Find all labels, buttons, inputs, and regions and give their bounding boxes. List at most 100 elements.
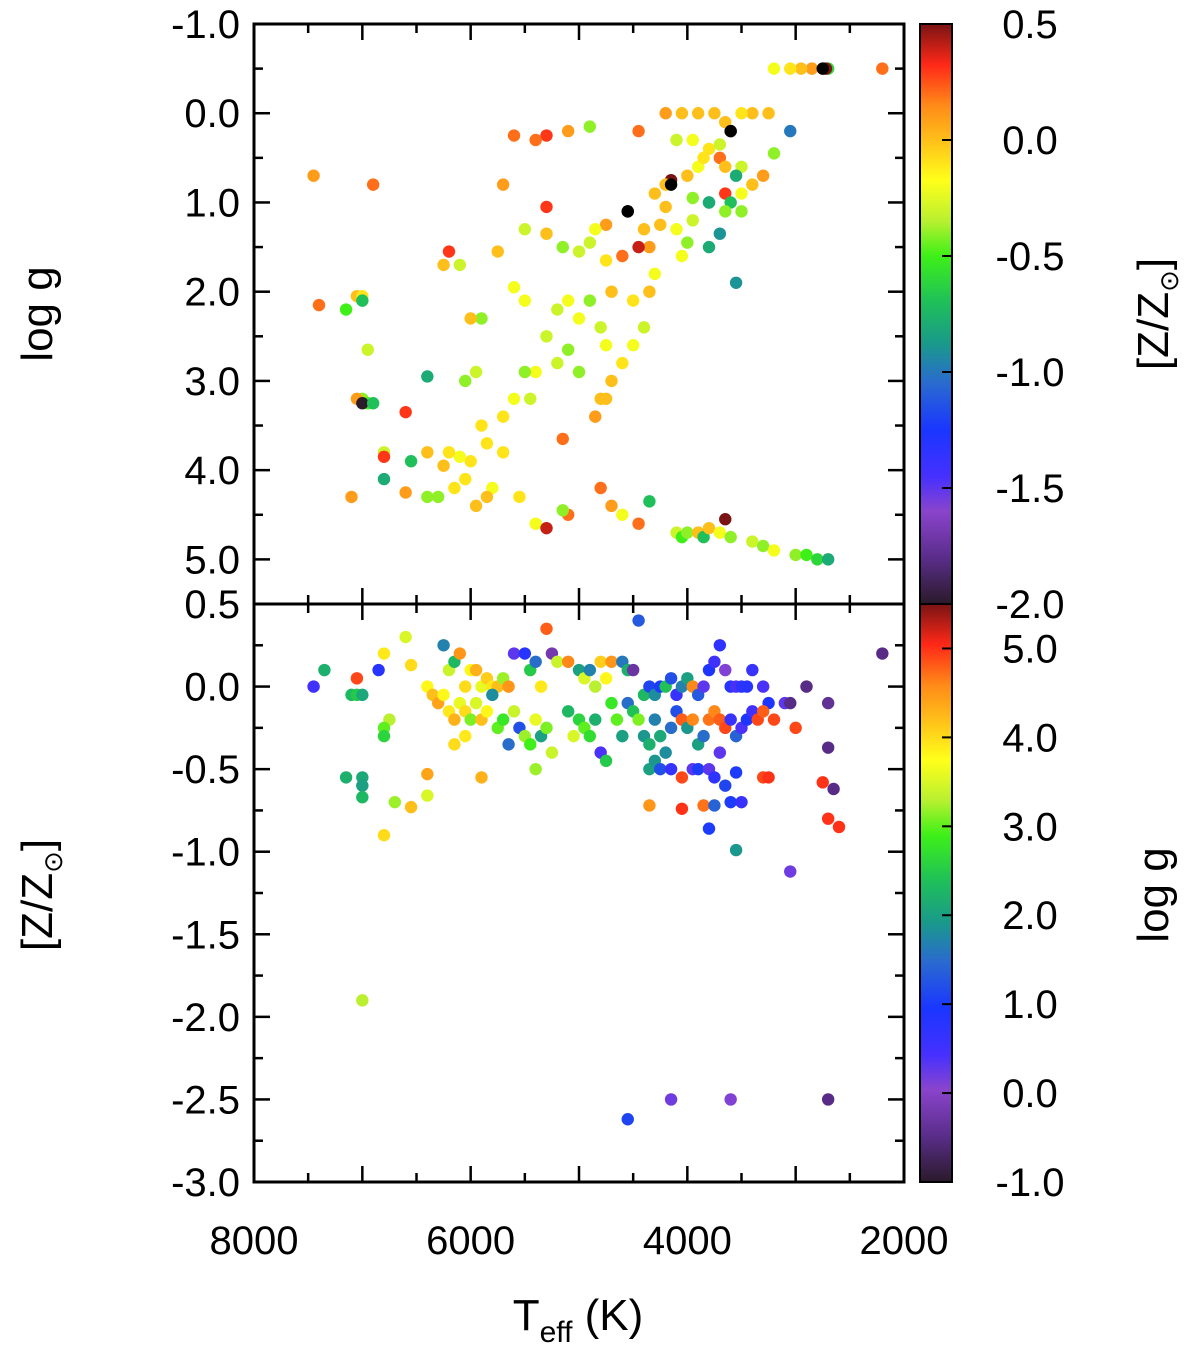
top-point-168 [686, 191, 699, 205]
top-point-21 [735, 160, 748, 173]
top-point-55 [729, 276, 743, 289]
top-y-tick-label-0: -1.0 [171, 3, 240, 47]
top-point-97 [459, 374, 472, 388]
bottom-point-98 [713, 639, 727, 652]
top-point-0 [876, 62, 889, 75]
top-point-9 [746, 107, 759, 120]
bottom-y-tick-label-0: 0.5 [184, 583, 240, 627]
bottom-colorbar-title: log g [1129, 847, 1178, 942]
top-point-128 [697, 530, 710, 544]
bottom-point-26 [453, 647, 467, 660]
top-point-48 [599, 254, 613, 267]
top-y-tick-label-1: 0.0 [184, 92, 240, 136]
x-tick-label-2: 4000 [643, 1219, 732, 1263]
top-point-72 [507, 129, 521, 142]
bottom-point-120 [605, 696, 618, 710]
top-point-132 [724, 530, 737, 544]
top-point-43 [637, 223, 651, 236]
top-y-tick-label-4: 3.0 [184, 360, 240, 404]
top-point-117 [556, 432, 569, 446]
top-point-69 [599, 339, 613, 352]
top-point-142 [312, 298, 326, 312]
bottom-point-111 [876, 647, 889, 660]
top-point-122 [632, 517, 645, 530]
bottom-point-89 [664, 672, 678, 685]
bottom-y-tick-label-2: -0.5 [171, 748, 240, 792]
bottom-point-27 [459, 680, 472, 693]
top-point-54 [518, 223, 532, 236]
bottom-colorbar-tick-label-0: 5.0 [1002, 627, 1058, 671]
top-point-27 [691, 160, 705, 173]
bottom-point-51 [464, 713, 477, 726]
top-point-76 [583, 120, 597, 133]
top-point-161 [421, 490, 434, 504]
top-panel: -1.0 0.0 1.0 2.0 3.0 4.0 5.0 [171, 3, 906, 606]
top-point-152 [366, 397, 380, 410]
top-point-89 [561, 343, 575, 356]
top-point-22 [735, 187, 748, 200]
bottom-point-70 [529, 762, 542, 776]
bottom-point-79 [605, 655, 618, 668]
x-tick-label-1: 6000 [426, 1219, 515, 1263]
bottom-point-23 [437, 639, 450, 652]
top-point-85 [475, 312, 488, 325]
bottom-point-95 [697, 680, 710, 693]
bottom-point-112 [561, 705, 575, 718]
top-y-tick-label-3: 2.0 [184, 271, 240, 315]
top-point-74 [529, 133, 542, 147]
top-point-104 [421, 446, 434, 459]
bottom-point-182 [821, 1093, 835, 1106]
top-point-123 [643, 495, 656, 508]
top-point-58 [626, 294, 640, 307]
top-point-28 [681, 169, 694, 182]
top-point-154 [421, 370, 434, 383]
top-y-tick-label-6: 5.0 [184, 538, 240, 582]
x-axis-title-unit: (K) [572, 1291, 643, 1340]
bottom-colorbar-tick-label-6: -1.0 [996, 1161, 1065, 1205]
top-point-157 [404, 455, 418, 468]
top-colorbar-tick-label-0: 0.5 [1002, 3, 1058, 47]
bottom-point-168 [675, 802, 689, 815]
top-point-34 [713, 227, 727, 240]
bottom-point-171 [708, 799, 721, 812]
top-point-151 [356, 397, 369, 410]
top-point-26 [702, 142, 716, 156]
bottom-point-137 [697, 729, 710, 743]
bottom-point-12 [377, 729, 391, 743]
top-point-5 [784, 62, 797, 75]
bottom-point-97 [708, 655, 721, 668]
bottom-point-170 [702, 822, 716, 835]
top-point-65 [637, 321, 651, 334]
bottom-colorbar-tick-label-4: 1.0 [1002, 983, 1058, 1027]
x-axis-title: Teff (K) [513, 1291, 644, 1349]
bottom-point-58 [502, 738, 515, 751]
top-point-15 [675, 107, 689, 120]
top-point-57 [648, 267, 662, 281]
top-point-107 [459, 472, 472, 486]
x-axis-ticks: 8000 6000 4000 2000 [210, 24, 949, 1263]
top-point-131 [719, 513, 732, 526]
x-tick-label-3: 2000 [860, 1219, 949, 1263]
bottom-point-48 [448, 713, 461, 726]
top-point-129 [702, 521, 716, 535]
bottom-point-55 [486, 688, 499, 702]
bottom-point-162 [724, 795, 737, 809]
top-colorbar-tick-label-3: -1.0 [996, 351, 1065, 395]
bottom-point-22 [356, 994, 369, 1007]
top-point-90 [572, 365, 586, 379]
top-point-4 [794, 62, 808, 75]
top-point-77 [496, 178, 510, 191]
top-point-10 [735, 107, 748, 120]
top-point-174 [816, 62, 829, 75]
bottom-point-167 [643, 799, 656, 812]
top-colorbar: 0.5 0.0 -0.5 -1.0 -1.5 -2.0 [Z/Z⊙] [919, 3, 1184, 627]
bottom-point-29 [469, 663, 483, 677]
top-point-111 [480, 490, 494, 504]
top-point-110 [469, 499, 483, 513]
bottom-point-180 [664, 1093, 678, 1106]
bottom-point-173 [784, 865, 797, 878]
top-point-47 [599, 218, 613, 231]
bottom-point-154 [664, 762, 678, 776]
top-colorbar-title: [Z/Z⊙] [1129, 258, 1184, 370]
bottom-point-128 [648, 713, 662, 726]
